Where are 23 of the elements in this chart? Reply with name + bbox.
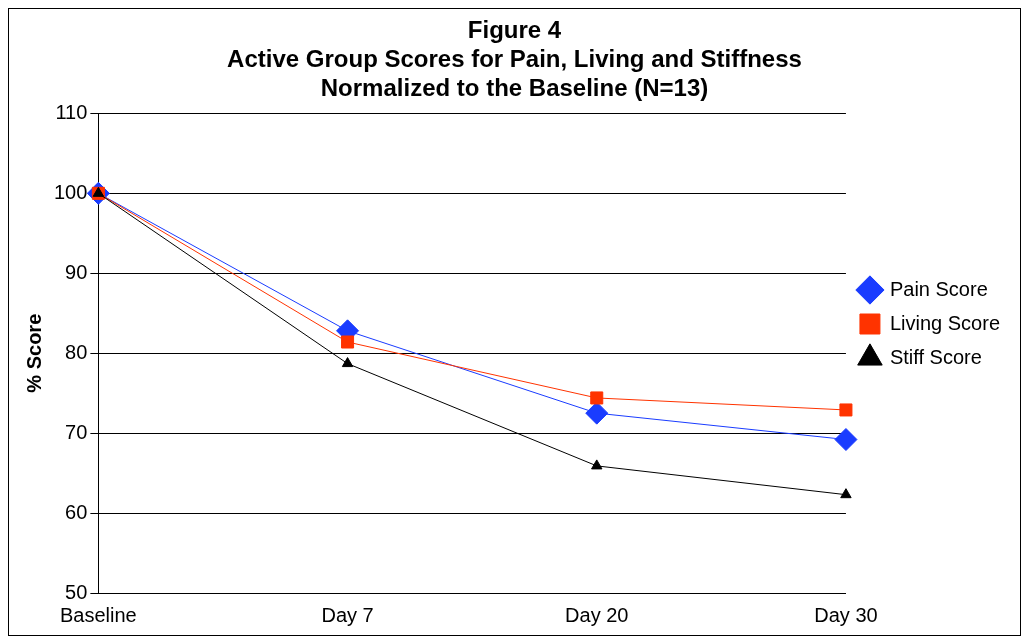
y-tick-label: 70 — [65, 420, 88, 443]
point — [341, 357, 354, 368]
x-tick-label: Day 20 — [565, 603, 629, 626]
y-tick-label: 60 — [65, 500, 88, 523]
x-tick-label: Day 7 — [321, 603, 374, 626]
y-tick-label: 90 — [65, 260, 88, 283]
point — [840, 488, 852, 499]
chart-title: Figure 4 Active Group Scores for Pain, Living and Stiffness Normalized to the Baseline (N=13) — [227, 16, 802, 101]
y-tick-label: 50 — [65, 580, 88, 603]
legend-label: Living Score — [889, 311, 1000, 334]
x-tick-label: Baseline — [60, 603, 137, 626]
point — [591, 459, 603, 470]
y-tick-label: 100 — [53, 180, 88, 203]
point — [341, 335, 355, 349]
y-axis-title: % Score — [22, 313, 45, 393]
point — [590, 391, 604, 405]
y-tick-label: 110 — [55, 100, 88, 123]
point — [839, 403, 853, 417]
legend-label: Pain Score — [889, 277, 988, 300]
point — [834, 428, 858, 452]
x-tick-label: Day 30 — [814, 603, 878, 626]
y-tick-label: 80 — [65, 340, 88, 363]
legend-label: Stiff Score — [889, 345, 982, 368]
